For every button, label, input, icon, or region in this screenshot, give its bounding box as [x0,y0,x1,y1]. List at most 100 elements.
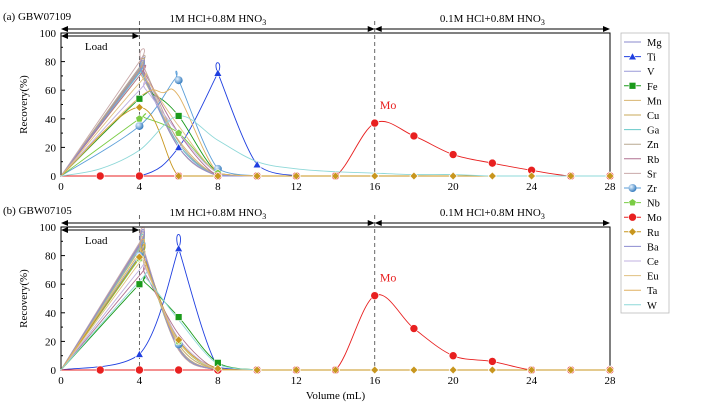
data-point-mo [409,131,419,141]
region-label: 1M HCl+0.8M HNO3 [170,13,267,27]
y-tick-label: 0 [51,171,57,183]
data-point-ti [174,142,184,151]
x-tick-label: 16 [369,375,381,387]
y-tick-label: 100 [40,28,57,40]
panel-label: (a) GBW07109 [3,11,72,23]
legend-item-zn: Zn [624,140,659,151]
series-line-ce [60,258,258,371]
data-point-ru [370,365,380,375]
series-line-zn [60,54,258,177]
region-arrow-head-left [61,220,68,226]
y-axis-label: Recovery(%) [18,269,30,328]
x-tick-label: 24 [526,375,538,387]
x-axis-label: Volume (mL) [306,390,366,402]
region-arrow-head-right [603,26,610,32]
load-arrow-head-right [132,227,140,233]
legend-item-ga: Ga [624,126,660,137]
y-axis-label: Recovery(%) [18,75,30,134]
legend-swatch-marker [628,184,637,192]
y-tick-label: 20 [45,336,57,348]
legend-item-ru: Ru [624,227,660,239]
series-line-ce [60,80,258,177]
data-point-ru [448,365,458,375]
data-point-ti [174,243,184,252]
series-line-rb [60,264,258,371]
x-tick-label: 28 [605,181,617,193]
load-arrow-head-left [61,33,68,39]
data-point-fe [174,112,183,120]
legend-label: Ba [647,242,659,253]
x-tick-label: 20 [448,181,460,193]
legend-label: Mo [647,213,662,224]
data-point-zr [174,76,183,85]
data-point-mo [488,158,497,168]
legend-item-mn: Mn [624,96,662,107]
legend-item-mg: Mg [624,38,662,49]
x-tick-label: 28 [605,375,617,387]
data-point-ru [566,171,576,181]
data-point-ru [487,365,497,375]
legend-swatch-marker [628,212,637,222]
data-point-ru [527,365,536,375]
legend-label: Nb [647,199,660,210]
legend-item-sr: Sr [624,169,657,180]
mo-annotation: Mo [380,271,397,285]
y-tick-label: 80 [45,251,57,263]
series-line-mo [60,294,610,371]
legend-swatch-marker [628,227,637,237]
data-point-ru [331,171,340,181]
data-point-mo [370,118,380,128]
x-tick-label: 12 [291,375,302,387]
region-arrow-head-left [61,26,68,32]
x-tick-label: 0 [58,181,64,193]
region-arrow-head-right [367,26,375,32]
data-point-fe [174,313,183,321]
legend-label: Ta [647,286,658,297]
legend-label: Ti [647,53,656,64]
y-tick-label: 0 [51,365,57,377]
series-line-ga [60,233,258,371]
series-line-sr [60,48,258,177]
panel-label: (b) GBW07105 [3,205,72,217]
series-line-w [60,271,258,371]
series-curves [60,227,610,371]
data-point-ru [174,171,184,181]
region-label-subscript: 3 [262,18,266,27]
legend-item-ti: Ti [624,51,656,64]
x-tick-label: 20 [448,375,460,387]
legend-label: Sr [647,169,657,180]
data-point-ru [487,171,497,181]
legend-label: Eu [647,272,659,283]
mo-annotation: Mo [380,98,397,112]
data-point-ru [135,252,144,262]
data-point-ru [213,364,223,373]
data-point-ru [291,171,301,181]
data-point-ru [527,171,536,181]
legend-label: Rb [647,155,659,166]
data-point-mo [174,365,183,375]
legend-label: W [647,301,657,312]
data-point-ti [252,159,262,169]
y-tick-label: 80 [45,57,57,69]
x-tick-label: 12 [291,181,302,193]
data-point-ti [213,68,223,77]
series-line-mn [60,64,258,177]
legend-item-ba: Ba [624,242,659,253]
figure-panels: 0 4 8 12 16 20 24 28020406080100Recovery(%)(a) … [3,11,616,402]
load-label: Load [85,41,108,53]
data-point-ru [370,171,380,181]
markers-zr [135,251,262,374]
region-arrow-head-right [603,220,610,226]
legend-swatch-marker [627,51,638,61]
legend-item-ce: Ce [624,257,659,268]
data-point-ru [409,365,419,375]
legend-item-w: W [624,301,657,312]
data-point-ru [291,365,301,375]
series-curves [60,48,610,177]
region-label-subscript: 3 [541,212,545,221]
y-tick-label: 60 [45,279,57,291]
data-point-mo [95,171,105,181]
markers-ru [135,252,615,375]
series-line-mn [60,235,258,371]
series-line-rb [60,64,258,177]
